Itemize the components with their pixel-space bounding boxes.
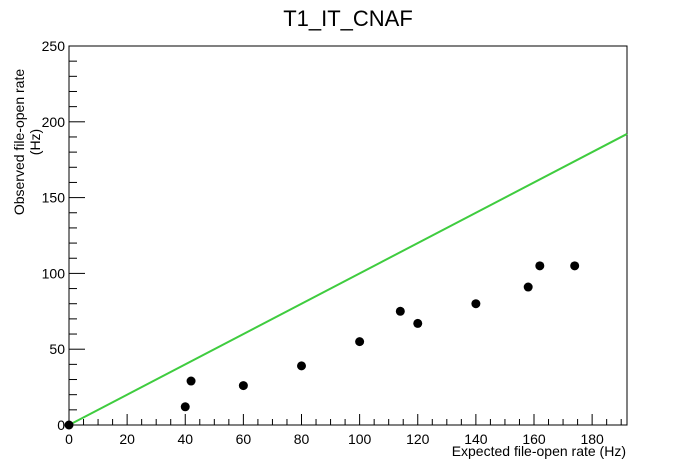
data-point	[395, 306, 405, 316]
x-tick-label: 160	[522, 431, 546, 447]
axes: 0 20 40 60 80 100 120 140 160 180 0 50 100 150 200 250	[42, 38, 628, 447]
y-tick-label: 100	[42, 265, 66, 281]
x-axis-label: Expected file-open rate (Hz)	[451, 443, 626, 459]
y-axis-label: Observed file-open rate (Hz)	[11, 68, 43, 216]
y-tick-label: 150	[42, 190, 66, 206]
data-point	[570, 261, 580, 271]
x-tick-label: 80	[294, 431, 310, 447]
x-tick-label: 20	[119, 431, 135, 447]
x-tick-label: 0	[65, 431, 73, 447]
data-point	[535, 261, 545, 271]
reference-line-path	[68, 133, 628, 426]
data-point	[297, 361, 306, 371]
x-tick-label: 140	[464, 431, 488, 447]
plot-frame	[68, 45, 628, 426]
reference-line	[68, 133, 628, 426]
y-tick-label: 0	[57, 417, 65, 433]
y-tick-label: 50	[49, 341, 65, 357]
data-point	[180, 402, 190, 412]
y-tick-label: 200	[42, 114, 66, 130]
x-tick-label: 40	[177, 431, 193, 447]
data-point	[186, 376, 196, 386]
data-points	[64, 261, 580, 430]
x-tick-label: 100	[348, 431, 372, 447]
x-tick-label: 180	[580, 431, 604, 447]
data-point	[64, 420, 74, 430]
data-point	[238, 381, 248, 391]
y-tick-label: 250	[42, 38, 66, 54]
x-tick-label: 120	[406, 431, 430, 447]
chart-title: T1_IT_CNAF	[283, 6, 413, 31]
x-tick-label: 60	[236, 431, 252, 447]
data-point	[413, 318, 423, 328]
data-point	[523, 282, 533, 292]
data-point	[471, 299, 481, 309]
data-point	[355, 337, 365, 347]
